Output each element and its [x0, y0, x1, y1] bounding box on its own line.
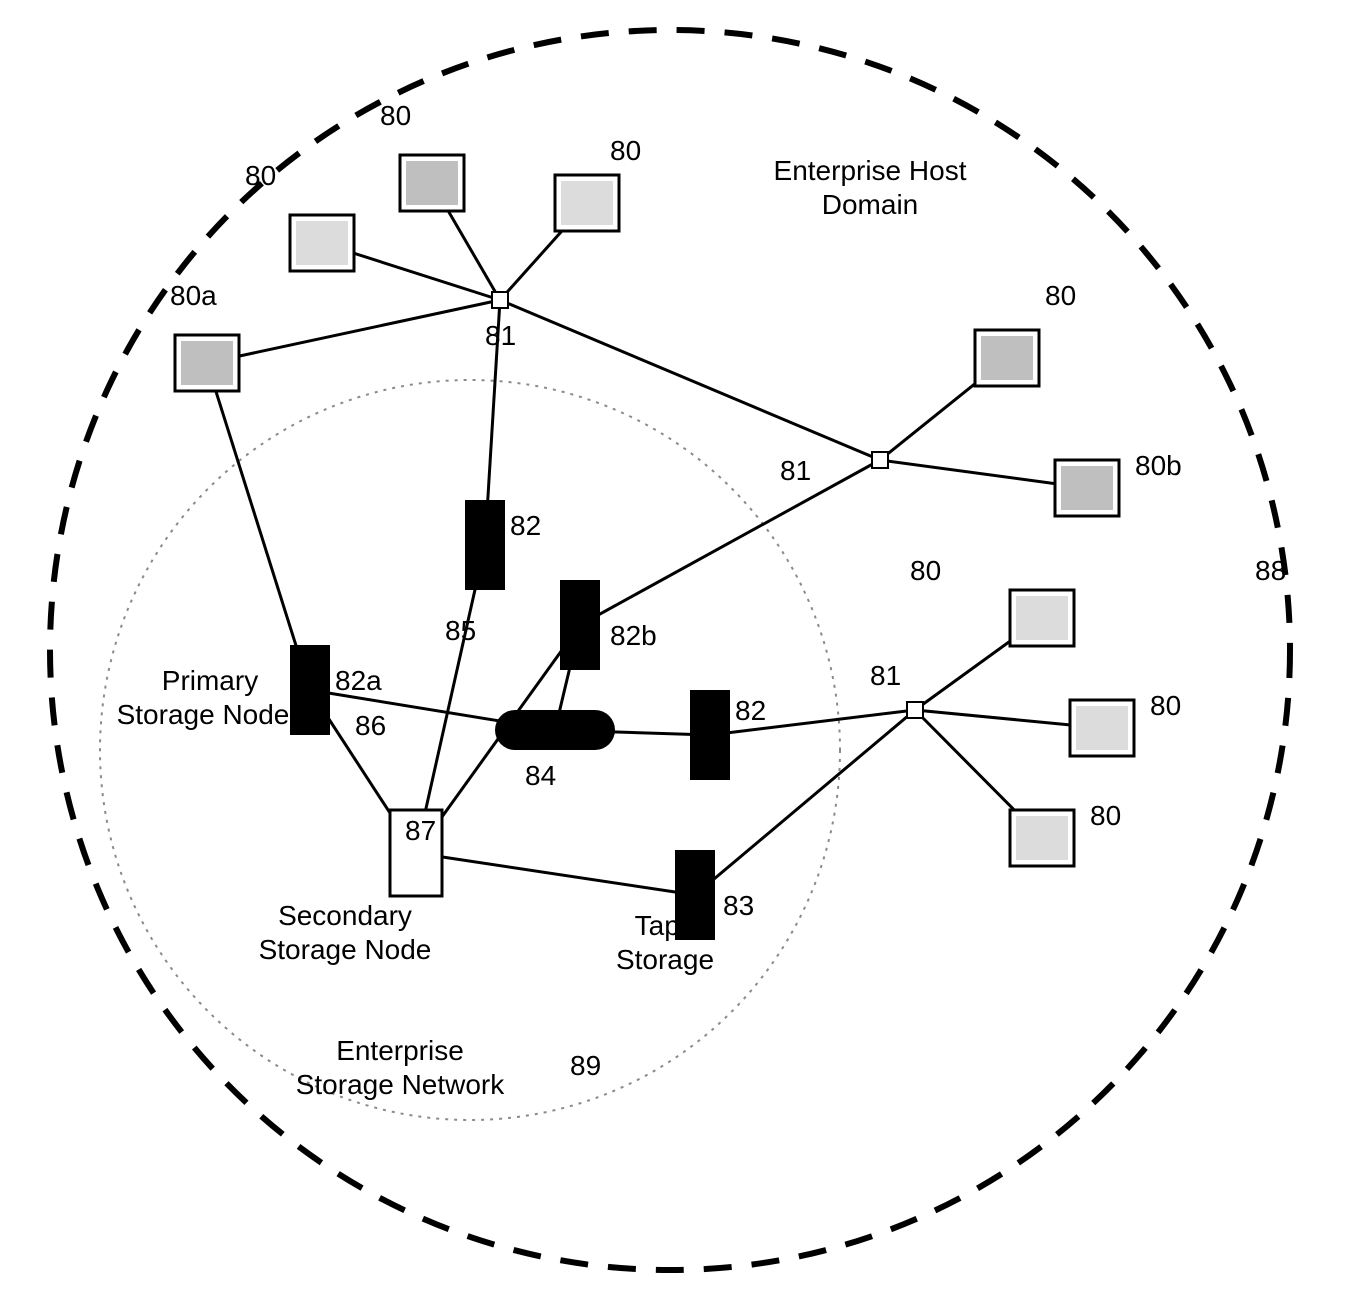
- host-label: 80: [245, 160, 276, 191]
- interconnect-node: [495, 710, 615, 750]
- title-enterprise-host-domain: Enterprise Host: [774, 155, 967, 186]
- primary-storage-node: [465, 500, 505, 590]
- primary-node-label: 82b: [610, 620, 657, 651]
- label-85: 85: [445, 615, 476, 646]
- host-label: 80: [380, 100, 411, 131]
- host-node: [1010, 810, 1074, 866]
- host-node: [975, 330, 1039, 386]
- interconnect-label: 84: [525, 760, 556, 791]
- host-label: 80: [1045, 280, 1076, 311]
- host-label: 80: [1090, 800, 1121, 831]
- primary-node-label: 82: [735, 695, 766, 726]
- primary-node-label: 82: [510, 510, 541, 541]
- primary-storage-node: [560, 580, 600, 670]
- host-node: [290, 215, 354, 271]
- host-node: [1010, 590, 1074, 646]
- host-label: 80b: [1135, 450, 1182, 481]
- junction-label: 81: [780, 455, 811, 486]
- host-node: [175, 335, 239, 391]
- label-tape-storage: Storage: [616, 944, 714, 975]
- junction-node: [492, 292, 508, 308]
- junction-node: [907, 702, 923, 718]
- host-label: 80: [910, 555, 941, 586]
- label-86: 86: [355, 710, 386, 741]
- edge: [580, 460, 880, 625]
- junction-label: 81: [870, 660, 901, 691]
- title-enterprise-host-domain: Domain: [822, 189, 918, 220]
- host-label: 80: [610, 135, 641, 166]
- label-tape-storage: Tape: [635, 910, 696, 941]
- label-enterprise-storage-network: Storage Network: [296, 1069, 506, 1100]
- label-89: 89: [570, 1050, 601, 1081]
- host-node: [555, 175, 619, 231]
- host-node: [400, 155, 464, 211]
- edge: [207, 363, 310, 690]
- edge: [500, 300, 880, 460]
- label-enterprise-storage-network: Enterprise: [336, 1035, 464, 1066]
- edges: [207, 183, 1102, 895]
- label-primary-storage-nodes: Storage Nodes: [117, 699, 304, 730]
- junction-label: 81: [485, 320, 516, 351]
- label-secondary-storage-node: Secondary: [278, 900, 412, 931]
- host-label: 80: [1150, 690, 1181, 721]
- label-secondary-storage-node: Storage Node: [259, 934, 432, 965]
- label-primary-storage-nodes: Primary: [162, 665, 258, 696]
- outer-domain-circle: [50, 30, 1290, 1270]
- tape-node-label: 83: [723, 890, 754, 921]
- host-node: [1070, 700, 1134, 756]
- edge: [416, 853, 695, 895]
- host-label: 80a: [170, 280, 217, 311]
- label-88: 88: [1255, 555, 1286, 586]
- secondary-node-label: 87: [405, 815, 436, 846]
- edge: [207, 300, 500, 363]
- junction-node: [872, 452, 888, 468]
- primary-storage-node: [690, 690, 730, 780]
- host-node: [1055, 460, 1119, 516]
- primary-node-label: 82a: [335, 665, 382, 696]
